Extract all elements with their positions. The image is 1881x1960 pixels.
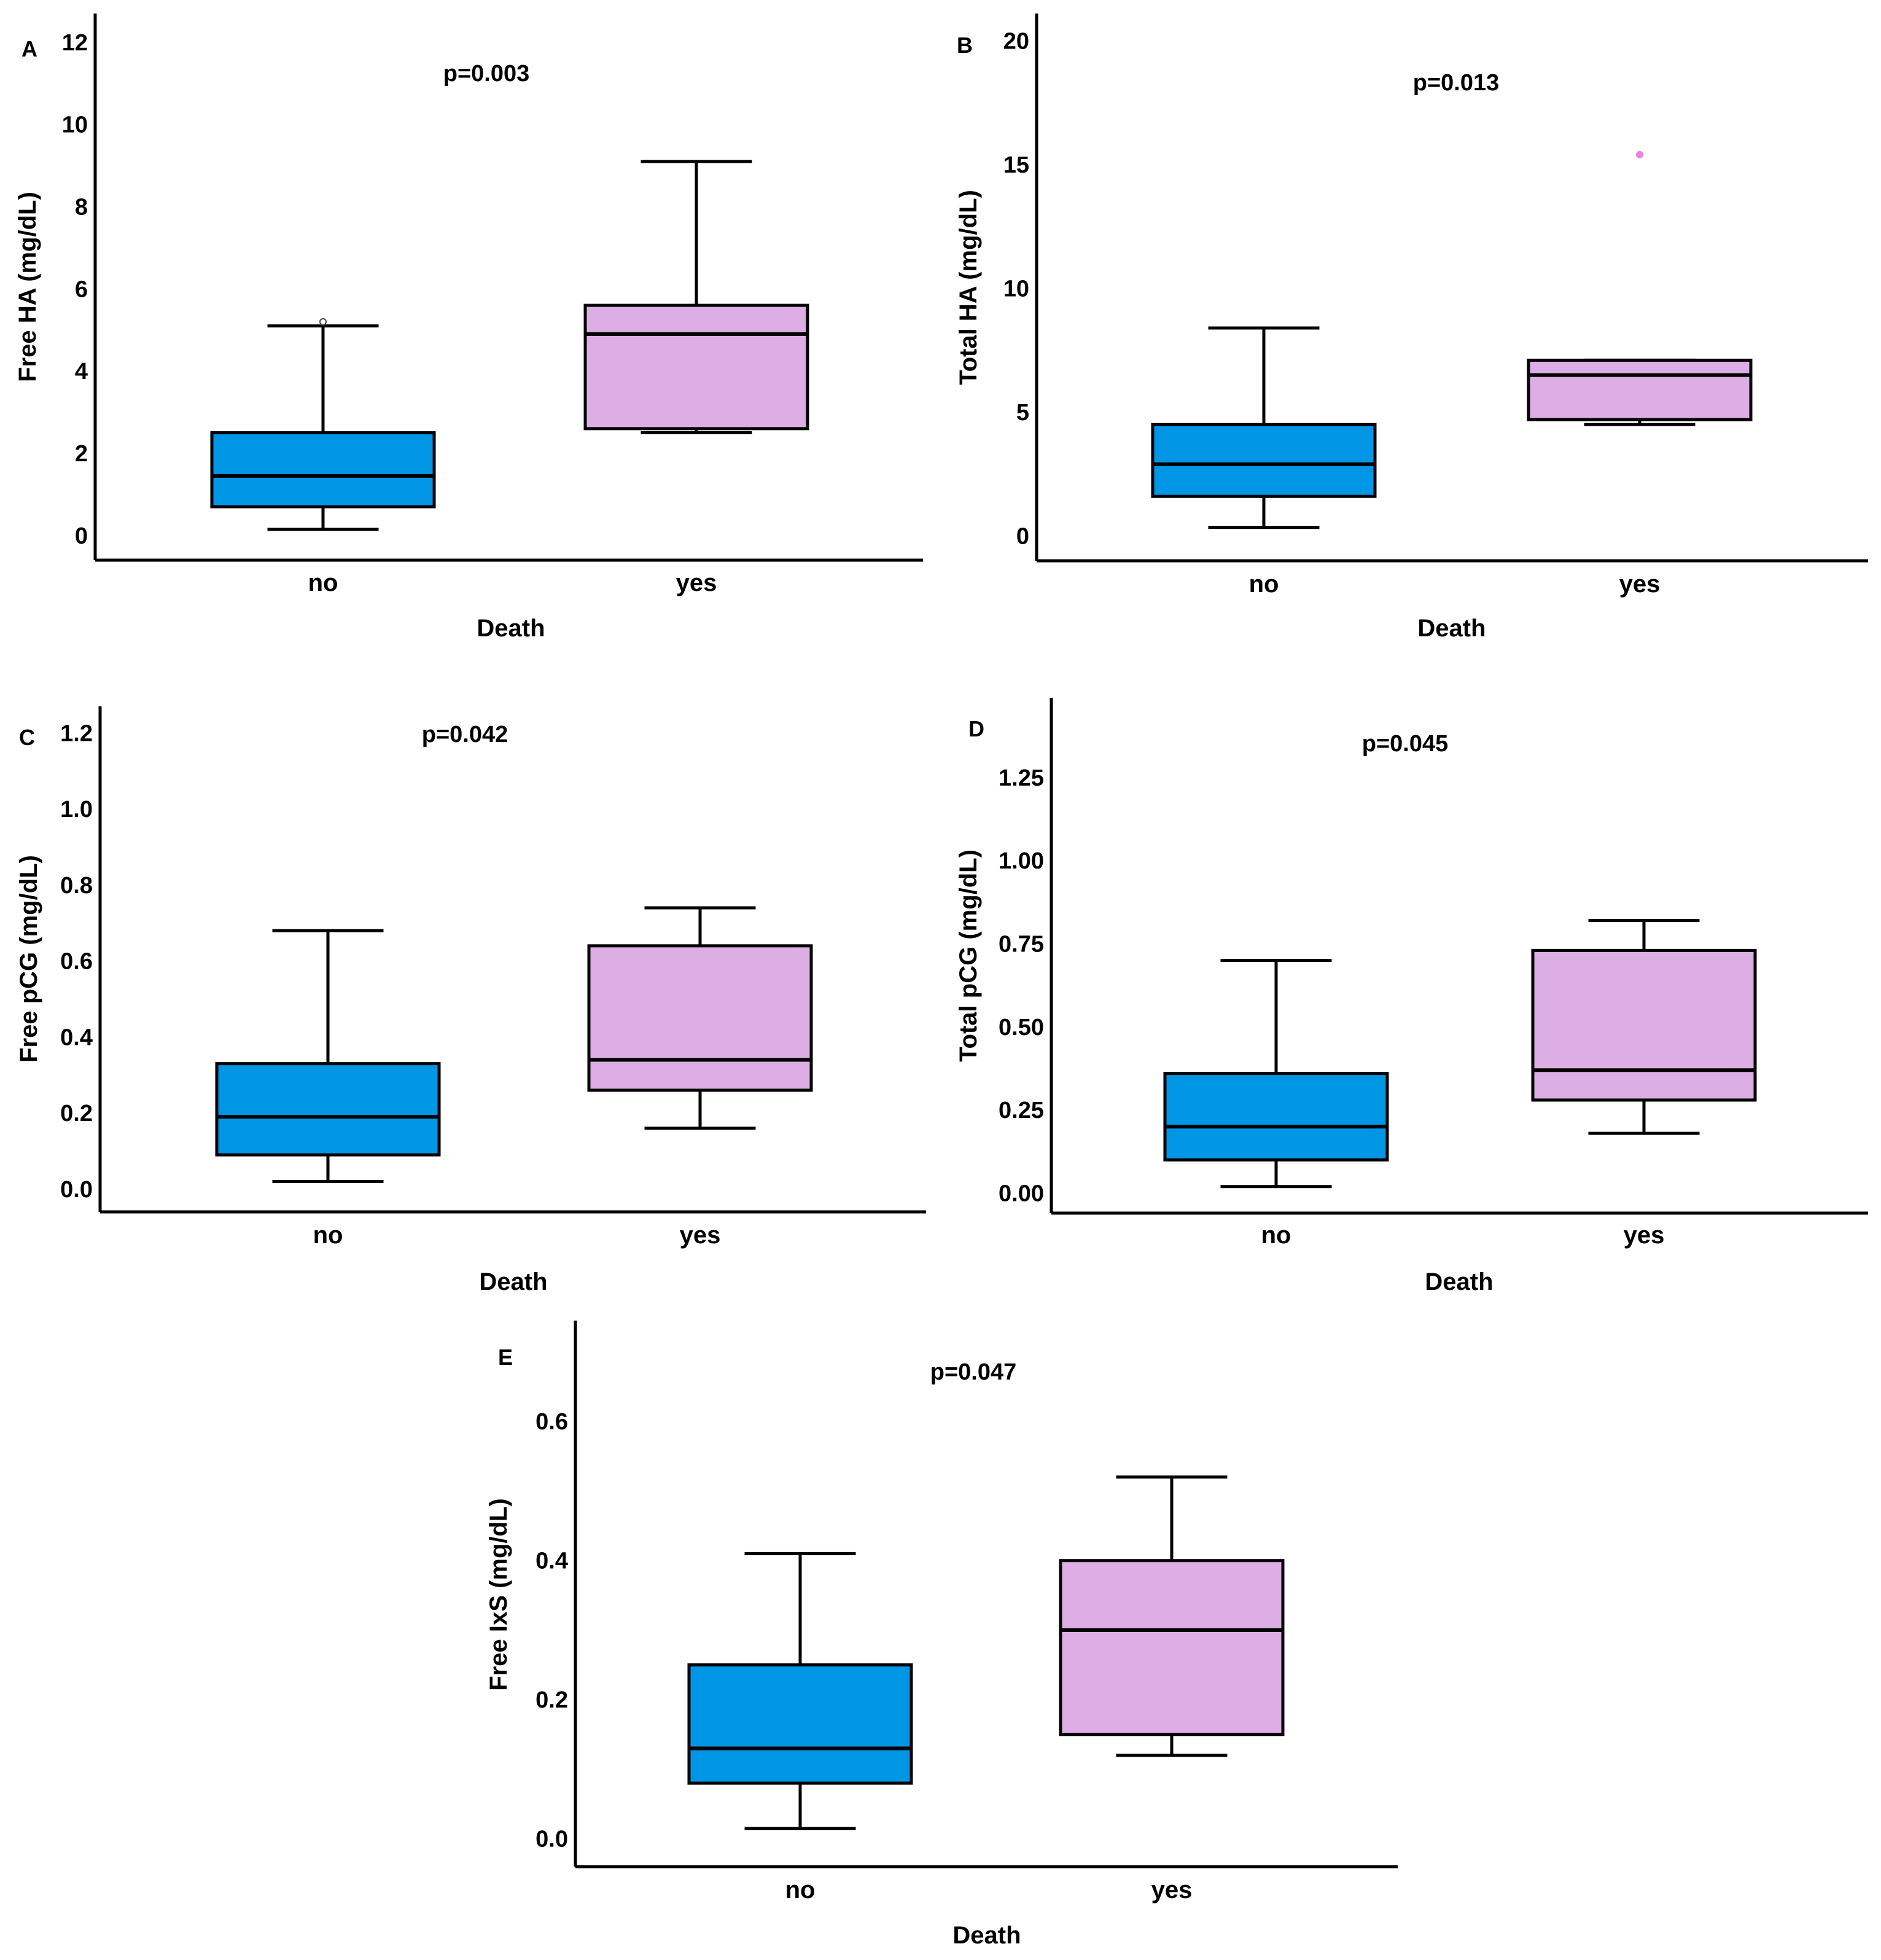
panel-e-y-tick-label: 0.0 [535, 1827, 568, 1853]
panel-c-no-box [215, 1062, 441, 1157]
panel-a-no-box [210, 431, 436, 509]
panel-e-y-tick-label: 0.4 [535, 1548, 568, 1574]
panel-d-boxes [1163, 919, 1757, 1189]
panel-b-x-tick-yes: yes [1619, 571, 1661, 598]
panel-c-y-tick-label: 0.6 [60, 949, 93, 975]
panel-a-letter: A [21, 36, 37, 61]
panel-c-letter: C [19, 725, 35, 750]
panel-d-no-box [1163, 1072, 1389, 1162]
panel-d-y-tick-label: 1.00 [999, 848, 1044, 874]
panel-b-y-tick-label: 15 [1003, 152, 1029, 178]
panel-c-y-ticks: 0.0 0.2 0.4 0.6 0.8 1.0 1.2 [60, 720, 93, 1203]
panel-b-yes-box [1527, 358, 1753, 421]
panel-a-y-tick-label: 8 [75, 195, 88, 221]
panel-a-y-tick-label: 4 [75, 359, 88, 385]
panel-c-y-tick-label: 1.0 [60, 797, 93, 822]
panel-b-boxes [1151, 150, 1753, 529]
panel-c-pvalue: p=0.042 [422, 722, 508, 748]
panel-e-boxes [687, 1475, 1285, 1830]
panel-e-x-axis-label: Death [952, 1922, 1021, 1949]
panel-e-yes-box [1059, 1559, 1285, 1736]
panel-d-x-axis-label: Death [1425, 1268, 1493, 1295]
panel-b-y-tick-label: 20 [1003, 28, 1029, 54]
panel-d: D p=0.045 Death Total pCG (mg/dL) no yes… [955, 698, 1868, 1295]
panel-d-y-tick-label: 0.75 [999, 932, 1044, 958]
panel-b-y-tick-label: 0 [1016, 524, 1029, 550]
panel-a-yes-box [583, 303, 809, 431]
panel-d-y-tick-label: 0.25 [999, 1098, 1044, 1123]
panel-a: A p=0.003 Death Free HA (mg/dL) no yes 0… [14, 14, 923, 642]
panel-d-yes-box [1531, 948, 1757, 1102]
panel-d-x-tick-no: no [1261, 1222, 1291, 1249]
panel-c-y-tick-label: 0.4 [60, 1025, 93, 1050]
panel-d-letter: D [968, 716, 984, 741]
panel-a-y-tick-label: 0 [75, 523, 88, 549]
panel-e-y-tick-label: 0.6 [535, 1409, 568, 1435]
panel-a-pvalue: p=0.003 [443, 61, 530, 87]
panel-e-x-tick-no: no [785, 1876, 816, 1903]
panel-e-x-tick-yes: yes [1151, 1876, 1193, 1903]
panel-b-y-tick-label: 5 [1016, 400, 1029, 426]
panel-a-y-ticks: 0 2 4 6 8 10 12 [62, 30, 88, 549]
panel-b-yes-outlier [1636, 150, 1643, 158]
panel-d-y-tick-label: 0.00 [999, 1181, 1044, 1207]
panel-b-x-axis-label: Death [1417, 615, 1486, 642]
panel-b-no-box [1151, 423, 1377, 498]
panel-a-no-outlier [319, 318, 327, 326]
panel-e: E p=0.047 Death Free IxS (mg/dL) no yes … [485, 1321, 1398, 1949]
panel-a-boxes [210, 160, 809, 531]
panel-e-no-box [687, 1663, 913, 1785]
panel-d-x-tick-yes: yes [1624, 1222, 1665, 1249]
panel-a-y-axis-label: Free HA (mg/dL) [14, 192, 41, 382]
panel-a-x-axis-label: Death [477, 615, 545, 642]
panel-c-y-tick-label: 0.8 [60, 873, 93, 899]
panel-c-y-tick-label: 0.2 [60, 1101, 93, 1126]
panel-a-y-tick-label: 10 [62, 112, 88, 138]
panel-d-y-axis-label: Total pCG (mg/dL) [955, 849, 982, 1062]
panel-d-pvalue: p=0.045 [1362, 731, 1449, 757]
panel-d-y-ticks: 0.00 0.25 0.50 0.75 1.00 1.25 [999, 765, 1044, 1207]
panel-c-yes-box [587, 944, 813, 1092]
panel-a-y-tick-label: 12 [62, 30, 88, 56]
panel-c-y-axis-label: Free pCG (mg/dL) [15, 855, 42, 1063]
panel-a-x-tick-no: no [308, 569, 338, 596]
panel-b-x-tick-no: no [1249, 571, 1279, 598]
panel-e-letter: E [498, 1345, 513, 1370]
panel-a-x-tick-yes: yes [676, 569, 717, 596]
panel-b-y-tick-label: 10 [1003, 276, 1029, 302]
panel-b: B p=0.013 Death Total HA (mg/dL) no yes … [955, 14, 1868, 642]
panel-c-x-tick-no: no [313, 1222, 343, 1249]
panel-c-boxes [215, 906, 813, 1183]
panel-d-y-tick-label: 0.50 [999, 1015, 1044, 1041]
panel-b-pvalue: p=0.013 [1413, 70, 1500, 96]
panel-a-y-tick-label: 6 [75, 276, 88, 302]
panel-e-y-ticks: 0.0 0.2 0.4 0.6 [535, 1409, 568, 1852]
panel-c-y-tick-label: 0.0 [60, 1177, 93, 1203]
panel-e-y-axis-label: Free IxS (mg/dL) [485, 1498, 512, 1690]
panel-c-y-tick-label: 1.2 [60, 720, 93, 746]
panel-a-y-tick-label: 2 [75, 441, 88, 467]
panel-e-pvalue: p=0.047 [930, 1359, 1017, 1385]
panel-e-y-tick-label: 0.2 [535, 1687, 568, 1713]
panel-d-y-tick-label: 1.25 [999, 765, 1044, 791]
panel-c-x-axis-label: Death [479, 1268, 547, 1295]
panel-b-letter: B [957, 33, 973, 58]
panel-b-y-ticks: 0 5 10 15 20 [1003, 28, 1029, 549]
panel-c-x-tick-yes: yes [680, 1222, 721, 1249]
panel-b-y-axis-label: Total HA (mg/dL) [955, 190, 982, 385]
panel-c: C p=0.042 Death Free pCG (mg/dL) no yes … [15, 706, 926, 1295]
